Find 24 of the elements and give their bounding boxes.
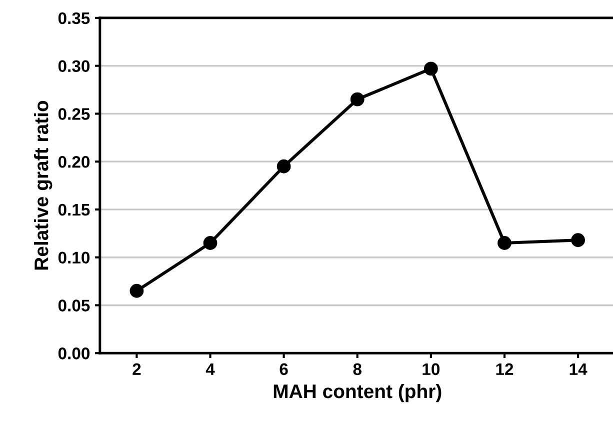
point xyxy=(424,62,438,76)
y-tick-label: 0.10 xyxy=(58,252,90,264)
point xyxy=(203,236,218,250)
y-tick-label: 0.15 xyxy=(58,204,90,216)
y-tick-label: 0.05 xyxy=(58,300,90,312)
x-tick-label: 10 xyxy=(422,363,440,376)
x-axis-title: MAH content (phr) xyxy=(274,384,442,402)
point xyxy=(276,159,291,174)
y-axis-title: Relative graft ratio xyxy=(34,100,52,270)
y-tick-label: 0.20 xyxy=(58,156,90,168)
point xyxy=(571,233,586,248)
x-tick-label: 2 xyxy=(132,363,141,375)
y-tick-label: 0.35 xyxy=(58,12,90,24)
point xyxy=(498,236,512,250)
x-tick-label: 8 xyxy=(353,363,362,376)
y-tick-label: 0.30 xyxy=(58,60,90,72)
y-tick-label: 0.00 xyxy=(58,348,90,360)
point xyxy=(350,92,364,106)
x-tick-label: 4 xyxy=(206,363,215,375)
y-tick-label: 0.25 xyxy=(58,108,90,120)
x-tick-label: 6 xyxy=(280,363,288,376)
x-tick-label: 12 xyxy=(496,363,514,375)
x-tick-label: 14 xyxy=(570,363,588,375)
point xyxy=(130,284,144,298)
